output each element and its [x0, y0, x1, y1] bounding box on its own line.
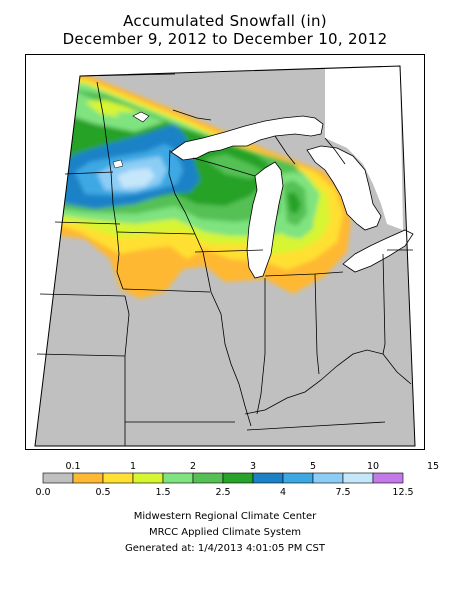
legend-upper-label: 10	[367, 461, 379, 472]
legend-swatch	[282, 472, 314, 484]
region-outline	[34, 65, 416, 447]
credit-line-2: MRCC Applied Climate System	[149, 527, 301, 538]
legend-lower-label: 0.0	[35, 487, 50, 498]
legend-swatch	[312, 472, 344, 484]
legend-lower-label: 4	[280, 487, 286, 498]
legend-swatch	[132, 472, 164, 484]
legend-lower-label: 7.5	[335, 487, 350, 498]
legend-swatch	[102, 472, 134, 484]
legend-upper-label: 5	[310, 461, 316, 472]
lakes	[112, 66, 414, 279]
map-border	[25, 54, 425, 450]
snowfall-map	[25, 54, 425, 450]
legend-upper-label: 1	[130, 461, 136, 472]
legend-lower-label: 0.5	[95, 487, 110, 498]
legend-upper-label: 2	[190, 461, 196, 472]
legend-upper-label: 15	[427, 461, 439, 472]
legend-lower-label: 2.5	[215, 487, 230, 498]
legend-swatch	[192, 472, 224, 484]
legend-swatch	[162, 472, 194, 484]
legend-lower-label: 1.5	[155, 487, 170, 498]
legend-swatch	[342, 472, 374, 484]
legend-swatch	[252, 472, 284, 484]
credit-line-1: Midwestern Regional Climate Center	[133, 511, 317, 522]
legend-swatch	[72, 472, 104, 484]
legend-lower-label: 12.5	[392, 487, 413, 498]
credit-line-3: Generated at: 1/4/2013 4:01:05 PM CST	[125, 543, 325, 554]
legend-swatch	[42, 472, 74, 484]
legend-upper-label: 3	[250, 461, 256, 472]
legend-swatch	[222, 472, 254, 484]
state-borders	[36, 73, 413, 446]
map-title: Accumulated Snowfall (in)	[123, 12, 327, 30]
map-subtitle: December 9, 2012 to December 10, 2012	[62, 30, 388, 48]
legend-swatch	[372, 472, 404, 484]
legend-upper-label: 0.1	[65, 461, 80, 472]
